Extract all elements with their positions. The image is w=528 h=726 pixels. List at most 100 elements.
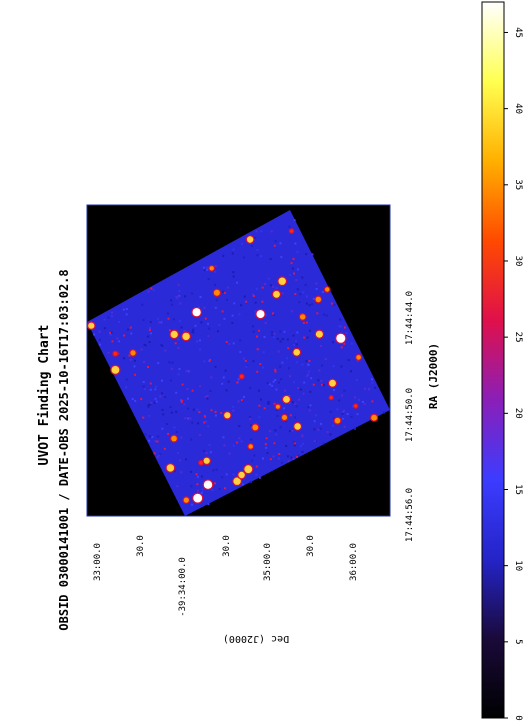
star: [130, 350, 136, 356]
star: [209, 266, 214, 271]
noise-pixel: [148, 341, 151, 343]
star: [192, 308, 201, 317]
faint-source: [140, 398, 143, 401]
faint-source: [330, 302, 333, 305]
noise-pixel: [291, 267, 294, 270]
noise-pixel: [184, 417, 187, 420]
noise-pixel: [311, 253, 314, 256]
faint-source: [153, 452, 156, 455]
noise-pixel: [272, 380, 275, 383]
noise-pixel: [226, 298, 228, 301]
noise-pixel: [248, 415, 251, 418]
noise-pixel: [303, 381, 306, 384]
noise-pixel: [252, 293, 255, 296]
faint-source: [256, 370, 259, 373]
noise-pixel: [173, 470, 176, 473]
noise-pixel: [286, 338, 289, 341]
star: [88, 322, 95, 329]
faint-source: [258, 329, 260, 332]
faint-source: [167, 317, 170, 320]
noise-pixel: [125, 313, 128, 316]
noise-pixel: [180, 436, 183, 439]
star: [294, 423, 301, 430]
noise-pixel: [275, 287, 278, 290]
noise-pixel: [148, 435, 151, 438]
noise-pixel: [161, 379, 163, 382]
noise-pixel: [179, 459, 182, 462]
faint-source: [214, 410, 217, 413]
colorbar-tick-label: 15: [513, 484, 523, 495]
faint-source: [245, 300, 248, 303]
noise-pixel: [308, 409, 311, 412]
noise-pixel: [196, 408, 199, 411]
noise-pixel: [232, 271, 235, 274]
noise-pixel: [270, 230, 273, 233]
noise-pixel: [286, 357, 289, 360]
noise-pixel: [271, 333, 274, 336]
noise-pixel: [206, 397, 209, 400]
noise-pixel: [281, 361, 284, 364]
noise-pixel: [221, 382, 224, 385]
noise-pixel: [292, 334, 295, 337]
faint-source: [223, 291, 226, 294]
noise-pixel: [302, 442, 304, 445]
noise-pixel: [201, 475, 203, 478]
noise-pixel: [275, 388, 278, 391]
noise-pixel: [149, 327, 151, 330]
noise-pixel: [255, 230, 258, 233]
noise-pixel: [198, 339, 201, 342]
noise-pixel: [266, 382, 269, 384]
noise-pixel: [343, 425, 346, 428]
noise-pixel: [225, 389, 228, 392]
star: [315, 330, 323, 338]
star: [329, 396, 333, 400]
star: [300, 314, 306, 320]
noise-pixel: [313, 420, 316, 423]
noise-pixel: [141, 303, 144, 306]
noise-pixel: [159, 395, 162, 398]
noise-pixel: [239, 351, 242, 353]
noise-pixel: [296, 288, 299, 291]
noise-pixel: [324, 358, 327, 361]
colorbar-group: 0 5 10 15 20 25 30 35 40 45: [481, 1, 523, 721]
faint-source: [273, 402, 276, 405]
noise-pixel: [293, 219, 296, 222]
faint-source: [256, 348, 259, 351]
noise-pixel: [383, 411, 386, 414]
noise-pixel: [368, 388, 370, 391]
noise-pixel: [231, 321, 234, 324]
noise-pixel: [153, 401, 156, 404]
faint-source: [111, 340, 114, 343]
noise-pixel: [293, 444, 296, 447]
noise-pixel: [199, 434, 202, 437]
noise-pixel: [140, 348, 143, 351]
noise-pixel: [325, 314, 328, 317]
noise-pixel: [274, 379, 277, 381]
noise-pixel: [217, 330, 219, 333]
noise-pixel: [243, 256, 245, 259]
noise-pixel: [191, 330, 194, 333]
noise-pixel: [178, 319, 181, 322]
noise-pixel: [336, 408, 339, 411]
star: [238, 471, 245, 479]
star: [252, 424, 259, 431]
faint-source: [294, 293, 297, 296]
noise-pixel: [326, 431, 329, 434]
noise-pixel: [319, 427, 322, 430]
noise-pixel: [295, 405, 298, 408]
noise-pixel: [279, 242, 282, 245]
noise-pixel: [263, 283, 266, 285]
noise-pixel: [142, 385, 145, 388]
star: [233, 477, 241, 485]
noise-pixel: [306, 375, 309, 377]
faint-source: [343, 326, 346, 329]
noise-pixel: [309, 390, 312, 393]
noise-pixel: [98, 338, 101, 341]
colorbar-tick-label: 30: [513, 256, 523, 267]
noise-pixel: [252, 330, 255, 333]
noise-pixel: [251, 245, 253, 247]
noise-pixel: [179, 302, 182, 305]
faint-source: [191, 389, 194, 392]
noise-pixel: [196, 475, 199, 478]
